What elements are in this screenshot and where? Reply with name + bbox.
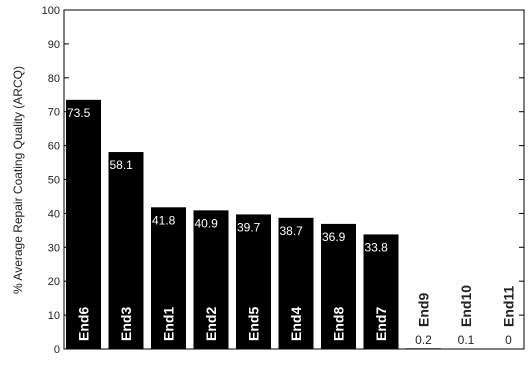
value-label-end7: 33.8	[365, 240, 389, 254]
category-label-end4: End4	[288, 307, 304, 341]
category-label-end9: End9	[416, 293, 432, 327]
value-label-end8: 36.9	[322, 230, 346, 244]
y-tick-label: 60	[48, 141, 60, 153]
value-label-end4: 38.7	[280, 224, 304, 238]
y-tick-label: 20	[48, 276, 60, 288]
y-axis-title: % Average Repair Coating Quality (ARCQ)	[11, 66, 25, 294]
y-tick-label: 0	[54, 344, 60, 356]
bar-end4	[278, 217, 314, 349]
value-label-end9: 0.2	[415, 333, 432, 347]
value-label-end2: 40.9	[195, 216, 219, 230]
category-label-end3: End3	[118, 307, 134, 341]
category-label-end5: End5	[246, 307, 262, 341]
value-label-end11: 0	[505, 333, 512, 347]
category-label-end10: End10	[458, 285, 474, 327]
bar-end7	[363, 234, 399, 349]
category-label-end1: End1	[161, 307, 177, 341]
bar-end3	[108, 152, 144, 349]
category-label-end2: End2	[203, 307, 219, 341]
y-tick-label: 50	[48, 175, 60, 187]
bars-group	[66, 99, 484, 350]
value-label-end10: 0.1	[458, 333, 475, 347]
y-tick-label: 80	[48, 73, 60, 85]
bar-end8	[321, 223, 356, 349]
y-axis: 0 10 20 30 40 50 60 70 80 90 100	[42, 5, 69, 356]
y-tick-label: 30	[48, 242, 60, 254]
y-tick-label: 90	[48, 39, 60, 51]
y-tick-label: 40	[48, 208, 60, 220]
y-tick-label: 70	[48, 107, 60, 119]
y-tick-label: 10	[48, 310, 60, 322]
right-axis-ticks	[519, 9, 524, 350]
bar-end2	[193, 210, 229, 349]
y-tick-label: 100	[42, 5, 60, 17]
category-label-end11: End11	[501, 286, 517, 327]
labels-group: 73.5 End6 58.1 End3 41.8 End1 40.9 End2 39.7 End5…	[67, 106, 517, 347]
value-label-end5: 39.7	[237, 220, 261, 234]
value-label-end6: 73.5	[67, 106, 91, 120]
value-label-end3: 58.1	[110, 158, 134, 172]
category-label-end6: End6	[76, 307, 92, 341]
value-label-end1: 41.8	[152, 213, 176, 227]
bar-end1	[151, 207, 186, 349]
category-label-end7: End7	[373, 307, 389, 341]
bar-end5	[236, 214, 271, 349]
bar-end6	[66, 99, 101, 350]
category-label-end8: End8	[331, 307, 347, 341]
bar-end9	[406, 348, 441, 349]
